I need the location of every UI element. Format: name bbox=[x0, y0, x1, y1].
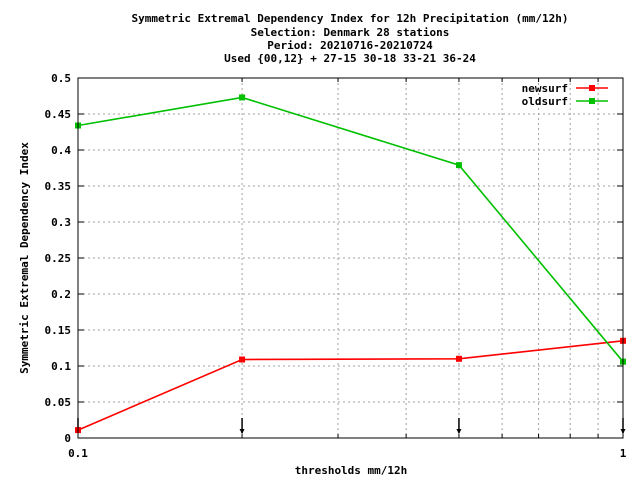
y-tick-label: 0.25 bbox=[45, 252, 72, 265]
title-line-4: Used {00,12} + 27-15 30-18 33-21 36-24 bbox=[224, 52, 476, 65]
grid bbox=[78, 78, 623, 438]
y-tick-label: 0.45 bbox=[45, 108, 72, 121]
series-line-oldsurf bbox=[77, 96, 624, 363]
y-axis-label: Symmetric Extremal Dependency Index bbox=[18, 142, 31, 374]
y-tick-label: 0 bbox=[64, 432, 71, 445]
data-point-oldsurf bbox=[239, 94, 246, 101]
chart-title: Symmetric Extremal Dependency Index for … bbox=[131, 12, 568, 65]
threshold-marker-arrowhead bbox=[239, 429, 245, 434]
title-line-1: Symmetric Extremal Dependency Index for … bbox=[131, 12, 568, 25]
threshold-markers bbox=[75, 418, 626, 434]
threshold-marker-arrowhead bbox=[456, 429, 462, 434]
title-line-2: Selection: Denmark 28 stations bbox=[251, 26, 450, 39]
x-tick-label: 1 bbox=[620, 447, 627, 460]
y-tick-label: 0.35 bbox=[45, 180, 72, 193]
legend-marker-oldsurf bbox=[589, 98, 595, 104]
data-point-oldsurf bbox=[455, 162, 462, 169]
data-point-newsurf bbox=[239, 356, 246, 363]
legend-marker-newsurf bbox=[589, 85, 595, 91]
y-tick-label: 0.2 bbox=[51, 288, 71, 301]
legend-label-newsurf: newsurf bbox=[522, 82, 568, 95]
legend-label-oldsurf: oldsurf bbox=[522, 95, 568, 108]
series-layer bbox=[75, 94, 626, 434]
y-tick-label: 0.1 bbox=[51, 360, 71, 373]
axis-ticks: 0 0.05 0.1 0.15 0.2 0.25 0.3 0.35 0.4 0.45 0.5 0.1 1 bbox=[45, 72, 627, 460]
x-tick-label: 0.1 bbox=[68, 447, 88, 460]
x-axis-label: thresholds mm/12h bbox=[295, 464, 408, 477]
y-tick-label: 0.15 bbox=[45, 324, 72, 337]
data-point-newsurf bbox=[455, 355, 462, 362]
y-tick-label: 0.3 bbox=[51, 216, 71, 229]
y-tick-label: 0.5 bbox=[51, 72, 71, 85]
series-line-newsurf bbox=[77, 340, 624, 431]
y-tick-label: 0.4 bbox=[51, 144, 71, 157]
y-tick-label: 0.05 bbox=[45, 396, 72, 409]
title-line-3: Period: 20210716-20210724 bbox=[267, 39, 433, 52]
